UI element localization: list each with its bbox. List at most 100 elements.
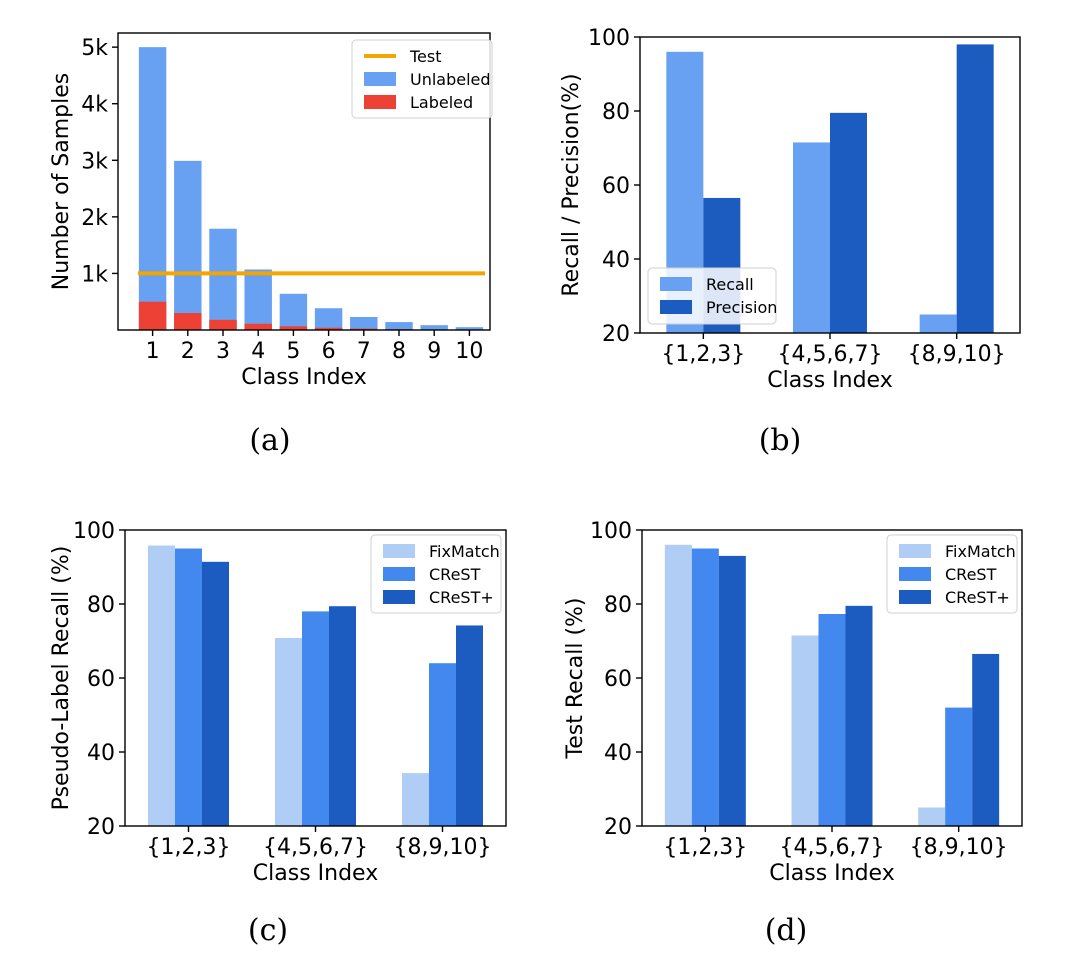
y-tick-label: 100 (590, 519, 632, 544)
bar-unlabeled-4 (244, 269, 272, 330)
chart-panel-a: 1k 2k 3k 4k 5k 1 2 3 4 5 6 7 8 9 10 Class Index Number o… (49, 32, 493, 458)
y-tick-label: 100 (588, 26, 630, 51)
y-axis-label: Pseudo-Label Recall (%) (49, 546, 74, 811)
x-tick-label: 6 (322, 339, 336, 364)
bar-crestplus-0 (202, 561, 229, 826)
legend: Recall Precision (647, 267, 777, 325)
legend-label: CReST (429, 565, 481, 584)
y-axis-label: Number of Samples (49, 73, 74, 291)
y-tick-label: 100 (73, 519, 115, 544)
bar-precision-1 (830, 112, 867, 333)
legend-swatch-crestplus (383, 590, 415, 604)
bar-recall-2 (919, 314, 957, 333)
legend-label: Test (409, 47, 442, 66)
bar-unlabeled-6 (314, 308, 343, 330)
bar-labeled-3 (209, 319, 237, 330)
legend-label: CReST (945, 565, 997, 584)
x-tick-label: 2 (181, 339, 195, 364)
legend-swatch-fixmatch (383, 544, 415, 558)
x-tick-label: 3 (216, 339, 230, 364)
legend-swatch-crestplus (899, 590, 931, 604)
legend-swatch-precision (660, 300, 692, 314)
y-tick-label: 20 (87, 815, 115, 840)
bar-crestplus-0 (718, 555, 746, 826)
panel-caption: (c) (248, 913, 288, 948)
x-tick-label: {4,5,6,7} (778, 342, 883, 367)
legend-swatch-unlabeled (364, 72, 396, 86)
y-tick-label: 3k (81, 149, 108, 174)
x-tick-label: {1,2,3} (663, 835, 747, 860)
legend-label: Precision (706, 298, 777, 317)
x-tick-label: 1 (146, 339, 160, 364)
bar-unlabeled-1 (138, 47, 167, 331)
x-tick-label: 10 (455, 339, 483, 364)
y-tick-label: 80 (87, 593, 115, 618)
y-tick-label: 60 (604, 667, 632, 692)
y-tick-label: 20 (602, 322, 630, 347)
bar-crest-0 (691, 548, 719, 826)
legend: FixMatch CReST CReST+ (886, 534, 1018, 614)
legend-label: FixMatch (429, 542, 500, 561)
y-tick-label: 80 (602, 100, 630, 125)
bar-unlabeled-8 (385, 322, 413, 330)
bar-labeled-2 (174, 313, 202, 330)
x-tick-label: {4,5,6,7} (263, 835, 368, 860)
x-axis-label: Class Index (253, 861, 378, 886)
bar-recall-1 (793, 142, 830, 333)
bar-fixmatch-0 (148, 545, 175, 826)
legend-label: CReST+ (945, 588, 1010, 607)
x-tick-label: 7 (357, 339, 371, 364)
y-tick-label: 80 (604, 593, 632, 618)
y-axis-label: Recall / Precision(%) (559, 73, 584, 296)
x-tick-label: 4 (251, 339, 265, 364)
bar-unlabeled-5 (279, 293, 308, 330)
bar-crest-2 (429, 663, 456, 826)
y-tick-label: 40 (604, 741, 632, 766)
legend-label: Recall (706, 275, 754, 294)
legend-swatch-fixmatch (899, 544, 931, 558)
legend-label: Unlabeled (410, 70, 491, 89)
bar-crestplus-1 (845, 605, 873, 826)
bar-crestplus-2 (972, 653, 1000, 826)
x-tick-label: 5 (286, 339, 300, 364)
legend-swatch-recall (660, 277, 692, 291)
bar-labeled-1 (138, 301, 167, 330)
bar-crest-1 (302, 611, 329, 826)
y-tick-label: 1k (81, 262, 108, 287)
bar-fixmatch-0 (664, 544, 692, 826)
chart-panel-b: 20 40 60 80 100 {1,2,3} {4,5,6,7} {8,9,10} Class… (559, 26, 1021, 458)
panel-caption: (b) (759, 423, 802, 458)
bar-precision-2 (956, 44, 994, 334)
bar-crest-2 (945, 707, 973, 826)
y-tick-label: 40 (602, 248, 630, 273)
bar-fixmatch-1 (275, 638, 302, 826)
bar-unlabeled-10 (455, 327, 484, 330)
bar-unlabeled-2 (174, 160, 202, 330)
y-tick-label: 40 (87, 741, 115, 766)
y-tick-label: 60 (602, 174, 630, 199)
x-tick-label: {8,9,10} (394, 835, 492, 860)
legend-swatch-labeled (364, 95, 396, 109)
x-tick-label: 8 (392, 339, 406, 364)
x-tick-label: {8,9,10} (910, 835, 1008, 860)
chart-panel-c: 20 40 60 80 100 {1,2,3} {4,5,6,7} {8,9,10} Class… (49, 519, 507, 948)
bar-fixmatch-1 (791, 635, 819, 826)
legend: FixMatch CReST CReST+ (370, 534, 502, 614)
bar-unlabeled-3 (209, 228, 237, 330)
y-tick-label: 60 (87, 667, 115, 692)
bar-labeled-4 (244, 323, 272, 330)
x-tick-label: {1,2,3} (661, 342, 745, 367)
bar-labeled-6 (314, 327, 343, 330)
chart-panel-d: 20 40 60 80 100 {1,2,3} {4,5,6,7} {8,9,10} Class… (563, 519, 1023, 948)
y-tick-label: 2k (81, 206, 108, 231)
bar-crest-0 (175, 548, 202, 826)
bar-unlabeled-7 (350, 316, 378, 330)
bar-labeled-5 (279, 326, 308, 330)
bar-crest-1 (818, 613, 846, 826)
bar-crestplus-1 (329, 606, 356, 826)
x-tick-label: {1,2,3} (147, 835, 231, 860)
bar-fixmatch-2 (402, 773, 429, 826)
y-tick-label: 20 (604, 815, 632, 840)
x-tick-label: {8,9,10} (908, 342, 1006, 367)
